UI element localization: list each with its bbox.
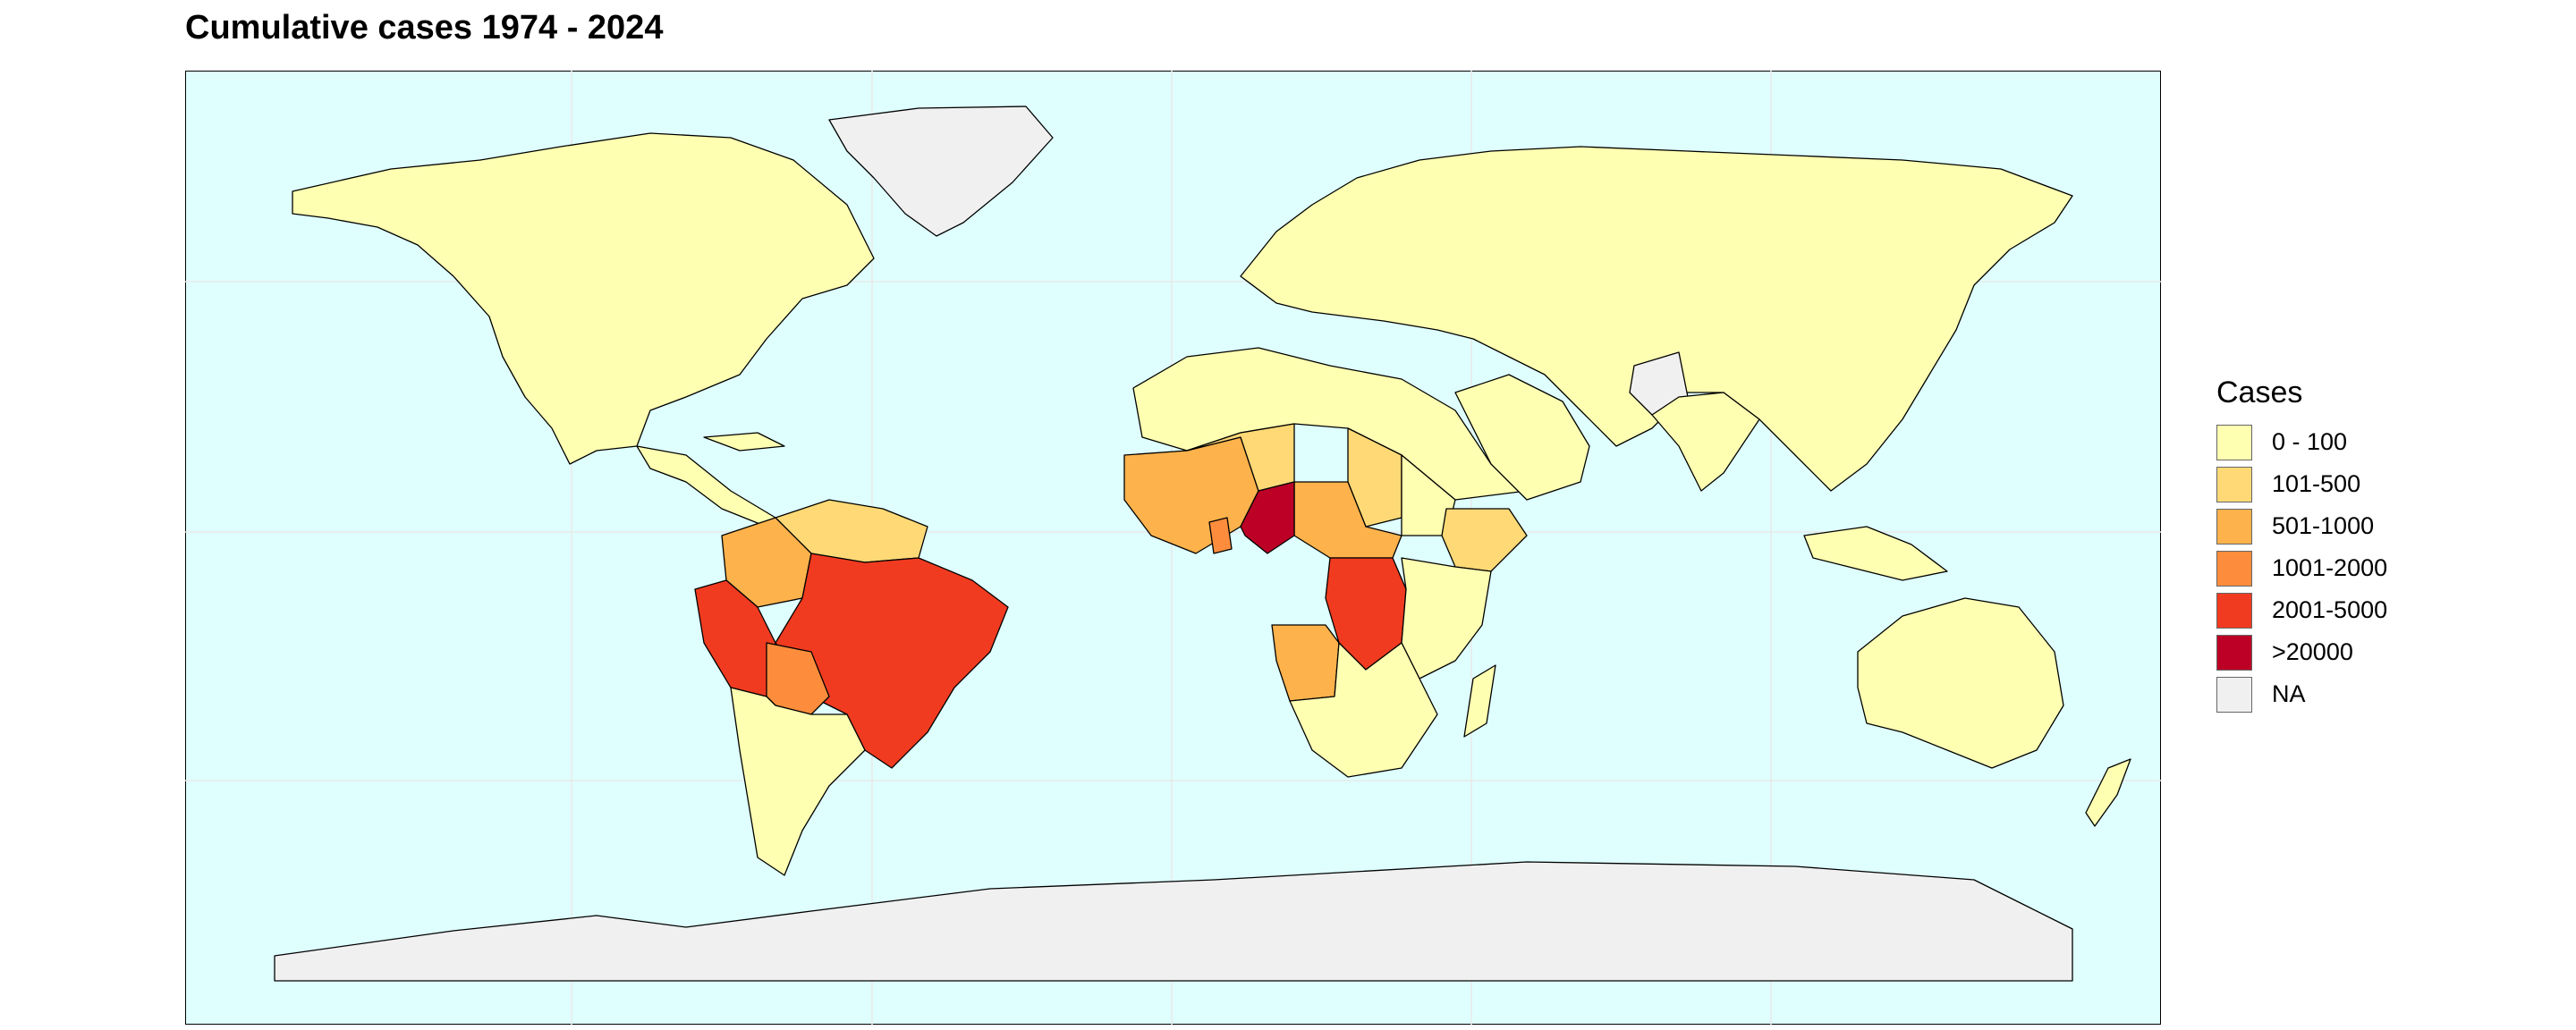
- legend-label: NA: [2272, 680, 2306, 707]
- legend-swatch: [2216, 592, 2252, 629]
- region-southeast-asia: [1803, 526, 1948, 581]
- legend-swatch: [2216, 508, 2252, 545]
- region-north-america: [292, 132, 875, 465]
- legend-label: 2001-5000: [2272, 596, 2388, 623]
- legend-item: >20000: [2216, 631, 2556, 673]
- region-caribbean: [703, 432, 785, 452]
- legend-item: 101-500: [2216, 463, 2556, 505]
- region-chad: [1347, 427, 1402, 528]
- legend-label: >20000: [2272, 638, 2353, 665]
- region-ghana: [1208, 517, 1233, 554]
- region-southern-africa: [1289, 642, 1438, 778]
- region-eurasia: [1240, 146, 2073, 492]
- region-madagascar: [1463, 664, 1496, 738]
- legend-label: 0 - 100: [2272, 428, 2348, 455]
- legend-swatch: [2216, 424, 2252, 460]
- world-map: [185, 71, 2161, 1025]
- region-greenland: [828, 106, 1054, 237]
- region-southern-south-america: [730, 687, 866, 876]
- region-sudan: [1401, 454, 1456, 536]
- region-antarctica: [274, 861, 2073, 982]
- region-east-africa: [1401, 557, 1492, 680]
- region-nigeria: [1240, 481, 1295, 554]
- region-central-african-republic: [1293, 481, 1402, 559]
- region-australia: [1857, 597, 2064, 769]
- legend-label: 501-1000: [2272, 512, 2375, 539]
- legend-item: 1001-2000: [2216, 547, 2556, 589]
- legend-swatch: [2216, 550, 2252, 587]
- legend-swatch: [2216, 676, 2252, 713]
- region-india: [1651, 392, 1760, 492]
- legend-item: 2001-5000: [2216, 589, 2556, 631]
- legend-item: NA: [2216, 673, 2556, 715]
- region-middle-east: [1454, 374, 1590, 501]
- legend-swatch: [2216, 466, 2252, 502]
- legend: Cases 0 - 100 101-500 501-1000 1001-2000…: [2216, 376, 2556, 715]
- map-panel: [185, 71, 2161, 1025]
- legend-label: 101-500: [2272, 470, 2361, 497]
- legend-label: 1001-2000: [2272, 554, 2388, 581]
- region-new-zealand: [2085, 758, 2131, 827]
- legend-item: 0 - 100: [2216, 421, 2556, 463]
- legend-item: 501-1000: [2216, 505, 2556, 547]
- legend-title: Cases: [2216, 376, 2303, 409]
- legend-swatch: [2216, 634, 2252, 671]
- chart-title: Cumulative cases 1974 - 2024: [185, 9, 664, 46]
